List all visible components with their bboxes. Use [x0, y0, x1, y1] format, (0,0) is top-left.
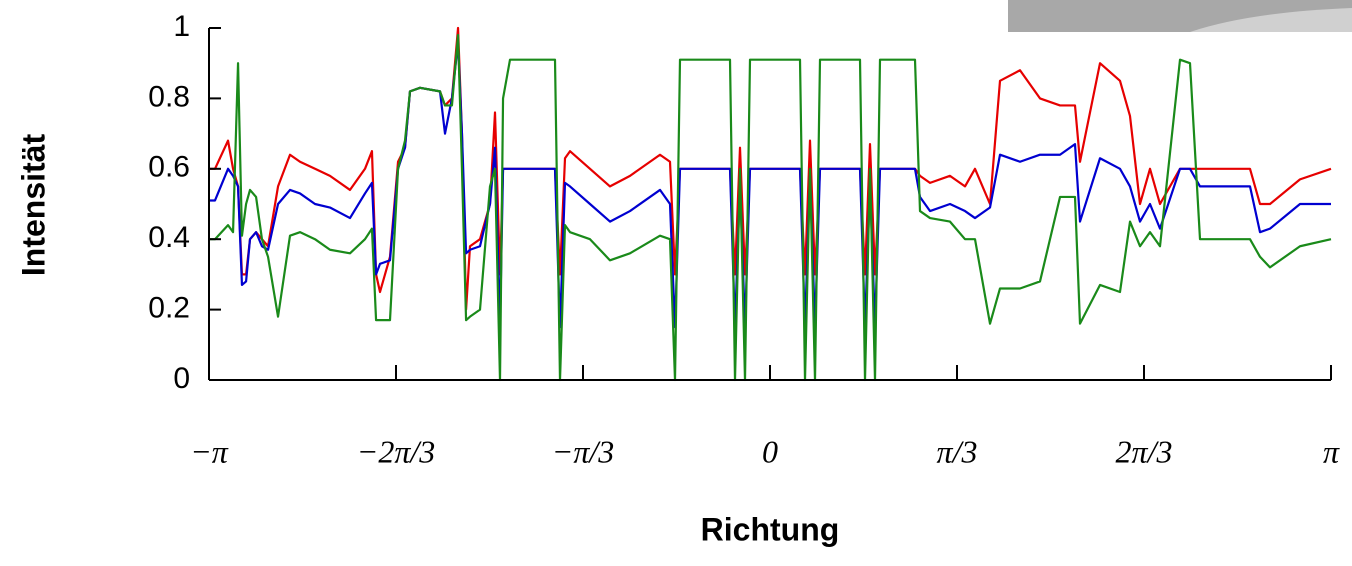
y-tick-label: 0.6 — [148, 151, 190, 184]
x-tick-label: −π/3 — [552, 433, 615, 469]
x-tick-label: 2π/3 — [1116, 433, 1173, 469]
y-tick-label: 0.8 — [148, 80, 190, 113]
y-tick-label: 0.4 — [148, 221, 190, 254]
x-tick-label: −2π/3 — [357, 433, 436, 469]
x-tick-label: π — [1323, 433, 1340, 469]
data-line — [209, 26, 1332, 311]
data-line — [209, 33, 1332, 382]
x-axis-label: Richtung — [701, 511, 840, 547]
y-tick-label: 0.2 — [148, 292, 190, 325]
inset-image — [1008, 0, 1352, 32]
y-tick-label: 1 — [173, 10, 190, 43]
image-highlight — [1190, 8, 1352, 32]
x-tick-label: −π — [190, 433, 229, 469]
x-tick-label: 0 — [762, 433, 778, 469]
data-line — [209, 40, 1331, 329]
x-tick-label: π/3 — [937, 433, 978, 469]
y-axis-label: Intensität — [15, 134, 51, 277]
y-tick-label: 0 — [173, 362, 190, 395]
